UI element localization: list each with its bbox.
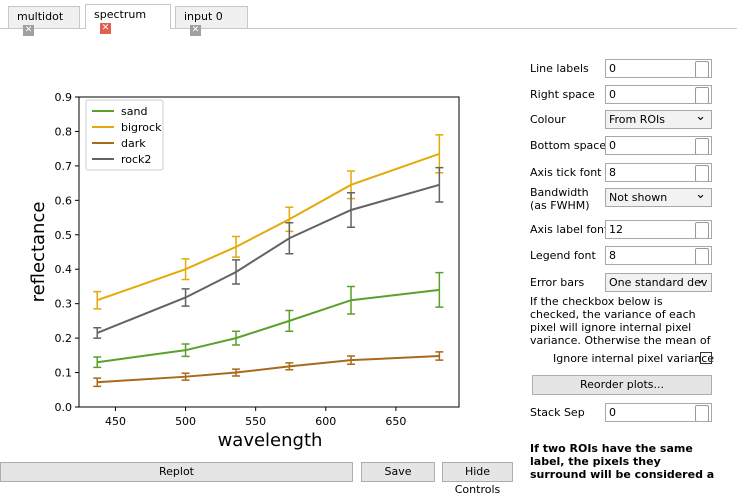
save-button[interactable]: Save — [361, 462, 435, 482]
combobox[interactable]: Not shown — [605, 188, 712, 207]
error-bar — [181, 258, 190, 281]
checkbox-label: Ignore internal pixel variance — [553, 352, 715, 365]
tab-label: spectrum — [94, 8, 147, 21]
label: (as FWHM) — [530, 199, 590, 212]
reorder-button[interactable]: Reorder plots... — [532, 375, 712, 395]
hide-controls-button[interactable]: Hide Controls — [442, 462, 513, 496]
series-line — [97, 288, 440, 364]
label: Stack Sep — [530, 406, 585, 419]
description: If the checkbox below is checked, the va… — [530, 295, 711, 345]
combobox[interactable]: From ROIs — [605, 110, 712, 129]
error-bar — [435, 351, 444, 361]
plot-area — [78, 96, 460, 408]
error-bar — [93, 327, 102, 339]
legend-label: bigrock — [121, 121, 162, 134]
y-tick-label: 0.4 — [55, 263, 73, 276]
x-tick-label: 450 — [105, 415, 126, 428]
spinbox[interactable]: 0 — [605, 85, 712, 104]
series-line — [96, 183, 440, 334]
label: Axis tick font — [530, 166, 602, 179]
legend-label: rock2 — [121, 153, 151, 166]
tab[interactable]: multidot✕ — [8, 6, 80, 36]
tab-label: multidot — [17, 10, 64, 23]
legend-label: sand — [121, 105, 147, 118]
error-bar — [93, 356, 102, 369]
error-bar — [232, 330, 241, 346]
y-tick-label: 0.5 — [55, 229, 73, 242]
y-tick-label: 0.8 — [55, 125, 73, 138]
error-bar — [347, 285, 356, 315]
tab-bar-line — [0, 28, 737, 29]
label: Axis label font — [530, 223, 609, 236]
y-tick-label: 0.7 — [55, 160, 73, 173]
error-bar — [232, 259, 241, 285]
spinbox[interactable]: 8 — [605, 246, 712, 265]
error-bar — [347, 355, 356, 366]
error-bar — [232, 368, 241, 377]
error-bar — [181, 343, 190, 358]
error-bar — [435, 166, 444, 203]
error-bar — [181, 372, 190, 381]
spinbox[interactable]: 0 — [605, 59, 712, 78]
chart: wavelength reflectance 0.0 0.1 0.2 0.3 0.4 0.… — [28, 91, 460, 451]
error-bar — [93, 290, 102, 310]
error-bar — [181, 288, 190, 307]
error-bar — [347, 192, 356, 228]
x-axis-label: wavelength — [218, 430, 323, 451]
tab[interactable]: spectrum✕ — [85, 4, 171, 34]
y-tick-label: 0.9 — [55, 91, 73, 104]
label: Right space — [530, 88, 595, 101]
error-bar — [232, 235, 241, 258]
error-bar — [435, 271, 444, 308]
note: If two ROIs have the same label, the pix… — [530, 442, 715, 482]
checkbox[interactable] — [700, 352, 712, 364]
label: Colour — [530, 113, 566, 126]
error-bar — [285, 221, 294, 255]
error-bar — [285, 362, 294, 371]
x-tick-label: 550 — [245, 415, 266, 428]
series-line — [97, 355, 440, 384]
spinbox[interactable]: 12 — [605, 220, 712, 239]
tab-label: input 0 — [184, 10, 223, 23]
x-tick-label: 500 — [175, 415, 196, 428]
y-axis-label: reflectance — [28, 202, 49, 303]
label: Bottom space — [530, 139, 607, 152]
y-tick-label: 0.2 — [55, 332, 73, 345]
label: Legend font — [530, 249, 596, 262]
label: Error bars — [530, 276, 585, 289]
x-tick-label: 600 — [315, 415, 336, 428]
series-line — [96, 152, 440, 302]
label: Bandwidth — [530, 186, 589, 199]
error-bar — [285, 309, 294, 332]
label: Line labels — [530, 62, 589, 75]
y-tick-label: 0.6 — [55, 194, 73, 207]
y-tick-label: 0.3 — [55, 298, 73, 311]
error-bar — [93, 377, 102, 388]
combobox[interactable]: One standard dev — [605, 273, 712, 292]
spinbox[interactable]: 0 — [605, 403, 712, 422]
close-icon[interactable]: ✕ — [100, 22, 111, 34]
legend-label: dark — [121, 137, 146, 150]
close-icon[interactable]: ✕ — [23, 24, 34, 36]
y-tick-label: 0.0 — [55, 401, 73, 414]
legend-box — [85, 99, 164, 171]
replot-button[interactable]: Replot — [0, 462, 353, 482]
tab[interactable]: input 0✕ — [175, 6, 248, 36]
close-icon[interactable]: ✕ — [190, 24, 201, 36]
x-tick-label: 650 — [385, 415, 406, 428]
y-tick-label: 0.1 — [55, 367, 73, 380]
spinbox[interactable]: 8 — [605, 163, 712, 182]
spinbox[interactable]: 0 — [605, 136, 712, 155]
